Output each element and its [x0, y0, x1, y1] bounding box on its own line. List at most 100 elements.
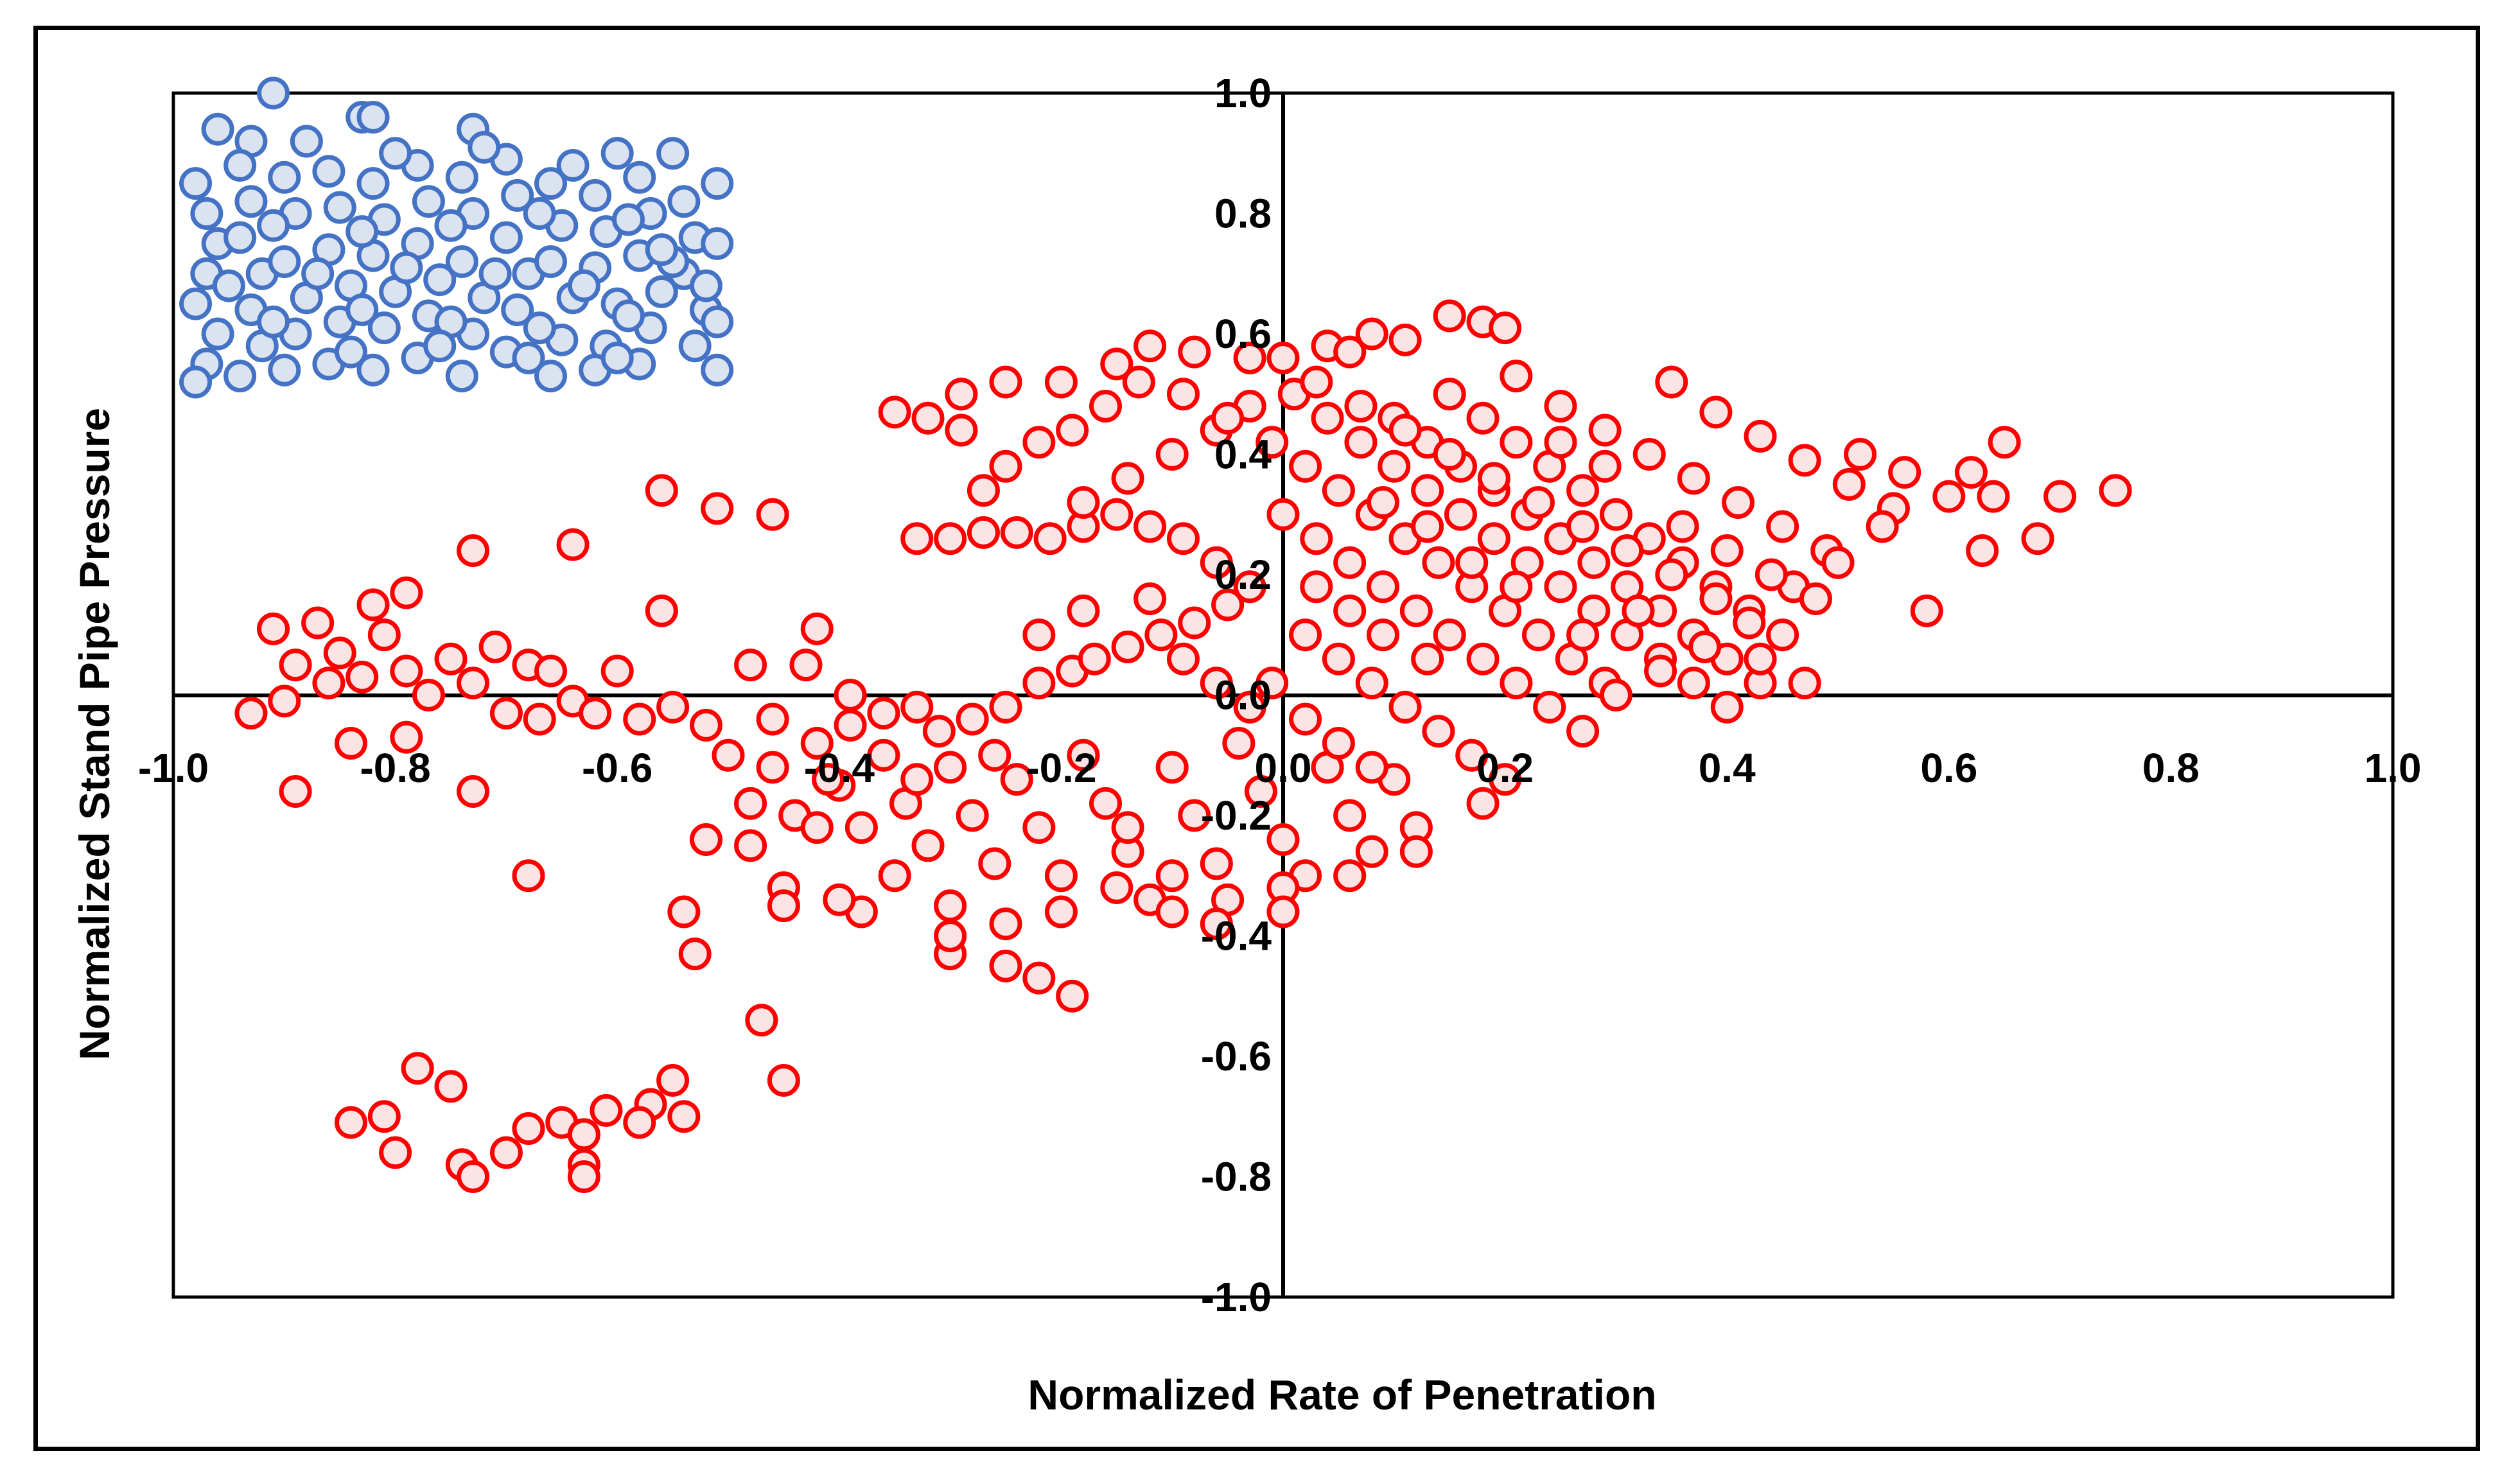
red-point	[878, 859, 911, 893]
red-point	[689, 823, 722, 856]
red-point	[1067, 738, 1100, 772]
red-point	[667, 895, 701, 928]
blue-point	[223, 221, 257, 254]
red-point	[911, 401, 945, 435]
red-point	[623, 702, 656, 736]
red-point	[1388, 323, 1422, 356]
y-tick-label: -0.8	[1201, 1154, 1272, 1200]
red-point	[1677, 667, 1710, 700]
red-point	[734, 649, 767, 682]
red-point	[457, 667, 490, 700]
blue-point	[179, 365, 213, 399]
red-point	[1699, 396, 1733, 429]
blue-point	[701, 305, 734, 338]
red-point	[1211, 401, 1245, 435]
blue-point	[356, 167, 390, 200]
red-point	[756, 498, 789, 531]
blue-point	[667, 185, 701, 218]
red-point	[1544, 390, 1577, 423]
red-point	[1089, 787, 1123, 820]
red-point	[1367, 618, 1400, 652]
red-point	[1388, 414, 1422, 447]
red-point	[1754, 558, 1788, 591]
red-point	[645, 594, 678, 627]
red-point	[1233, 690, 1266, 724]
red-point	[645, 474, 678, 507]
red-point	[1500, 360, 1533, 393]
red-point	[1044, 859, 1078, 893]
red-point	[567, 1118, 600, 1151]
red-point	[1721, 486, 1754, 519]
red-point	[878, 396, 911, 429]
red-point	[1399, 835, 1433, 868]
red-point	[356, 588, 390, 622]
red-point	[1044, 365, 1078, 399]
red-point	[978, 847, 1011, 880]
blue-point	[678, 329, 712, 363]
blue-point	[645, 275, 678, 308]
red-point	[734, 829, 767, 862]
red-point	[812, 763, 845, 796]
red-point	[257, 612, 290, 645]
blue-point	[212, 269, 245, 302]
red-point	[1411, 510, 1444, 543]
blue-point	[523, 197, 556, 230]
red-point	[1044, 895, 1078, 928]
x-axis-title: Normalized Rate of Penetration	[1028, 1371, 1656, 1418]
red-point	[667, 1100, 701, 1133]
red-point	[900, 522, 934, 555]
red-point	[600, 654, 634, 688]
red-point	[512, 859, 545, 893]
red-point	[1644, 654, 1677, 688]
red-point	[1455, 546, 1489, 579]
red-point	[1566, 474, 1600, 507]
red-point	[1367, 486, 1400, 519]
blue-point	[334, 335, 367, 369]
blue-point	[423, 329, 457, 363]
red-point	[1500, 570, 1533, 604]
red-point	[900, 690, 934, 724]
red-point	[934, 522, 967, 555]
red-point	[489, 697, 523, 730]
red-point	[1333, 799, 1367, 832]
red-point	[1977, 480, 2010, 513]
red-point	[1155, 895, 1189, 928]
red-point	[1388, 690, 1422, 724]
y-tick-labels: -1.0 -0.8 -0.6 -0.4 -0.2 0.0 0.2 0.4 0.6 0.8 1.0	[1201, 70, 1272, 1320]
y-tick-label: -0.4	[1201, 913, 1272, 959]
red-point	[1766, 618, 1799, 652]
red-point	[1622, 594, 1655, 627]
red-point	[623, 1106, 656, 1139]
blue-point	[257, 305, 290, 338]
red-point	[1056, 979, 1089, 1013]
red-point	[689, 708, 722, 742]
red-point	[978, 738, 1011, 772]
red-point	[1266, 823, 1300, 856]
chart-frame	[33, 26, 2480, 1451]
red-point	[922, 715, 956, 748]
points-layer	[179, 76, 2132, 1193]
red-point	[301, 606, 335, 640]
red-point	[956, 702, 989, 736]
blue-point	[356, 353, 390, 387]
x-tick-label: -0.4	[804, 745, 875, 791]
blue-point	[379, 137, 412, 170]
blue-point	[489, 221, 523, 254]
red-point	[1932, 480, 1966, 513]
red-point	[1333, 594, 1367, 627]
red-point	[1322, 642, 1355, 676]
blue-point	[600, 342, 634, 374]
red-point	[844, 811, 878, 844]
blue-point	[356, 101, 390, 134]
red-point	[346, 660, 379, 693]
blue-point	[556, 149, 590, 182]
x-tick-labels: -1.0 -0.8 -0.6 -0.4 -0.2 0.0 0.2 0.4 0.6 0.8 1.0	[138, 745, 2422, 791]
red-point	[1422, 715, 1455, 748]
red-point	[756, 702, 789, 736]
blue-point	[223, 149, 257, 182]
x-tick-label: -1.0	[138, 745, 209, 791]
blue-point	[346, 293, 379, 326]
blue-point	[268, 245, 301, 278]
red-point	[1344, 426, 1378, 459]
